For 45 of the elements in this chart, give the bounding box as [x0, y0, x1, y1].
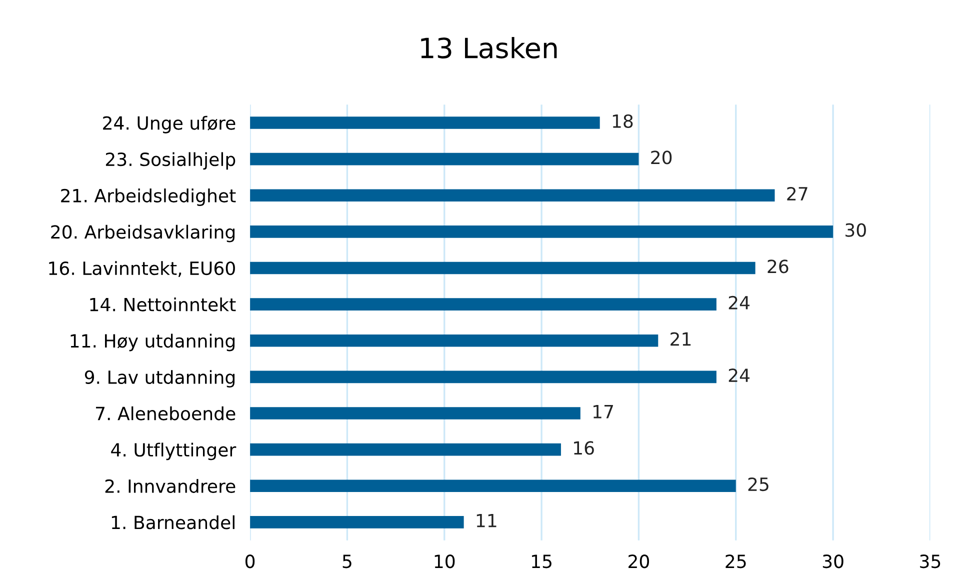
bar [250, 262, 756, 274]
y-tick-label: 2. Innvandrere [105, 479, 236, 493]
bar [250, 298, 716, 310]
data-label: 16 [574, 441, 594, 455]
data-label: 30 [846, 223, 866, 237]
y-tick-label: 9. Lav utdanning [84, 370, 235, 388]
bar [250, 334, 658, 347]
bar [250, 189, 775, 202]
data-label: 20 [651, 150, 672, 164]
chart-title: 13 Lasken [421, 36, 557, 58]
bar [250, 407, 580, 420]
y-tick-label: 16. Lavinntekt, EU60 [49, 261, 235, 277]
x-tick-label: 10 [434, 554, 455, 568]
x-tick-label: 20 [628, 554, 649, 568]
data-label: 26 [768, 260, 788, 274]
x-tick-label: 0 [245, 554, 255, 568]
y-tick-label: 21. Arbeidsledighet [61, 188, 236, 206]
bar [250, 152, 639, 166]
x-tick-label: 5 [342, 554, 352, 568]
x-tick-label: 15 [532, 554, 552, 568]
data-label: 21 [670, 332, 691, 346]
data-label: 25 [748, 477, 768, 492]
bar [250, 370, 716, 384]
x-tick-label: 30 [822, 554, 844, 568]
y-tick-label: 4. Utflyttinger [111, 442, 236, 460]
bar [250, 516, 464, 528]
x-tick-label: 35 [920, 554, 940, 568]
data-label: 18 [612, 114, 633, 128]
y-tick-label: 14. Nettoinntekt [90, 297, 236, 312]
y-tick-label: 23. Sosialhjelp [106, 152, 236, 170]
data-label: 11 [476, 514, 496, 528]
data-label: 24 [728, 368, 750, 382]
bar [250, 443, 561, 456]
data-label: 24 [728, 296, 750, 310]
bar [250, 116, 600, 129]
y-tick-label: 20. Arbeidsavklaring [51, 224, 235, 242]
data-label: 27 [787, 186, 808, 200]
y-tick-label: 1. Barneandel [112, 515, 234, 530]
bar [250, 226, 834, 238]
y-tick-label: 24. Unge uføre [103, 116, 236, 134]
data-label: 17 [594, 405, 613, 418]
y-tick-label: 11. Høy utdanning [70, 334, 235, 352]
y-tick-label: 7. Aleneboende [96, 406, 236, 420]
bar [250, 480, 736, 492]
x-tick-label: 25 [726, 554, 746, 568]
